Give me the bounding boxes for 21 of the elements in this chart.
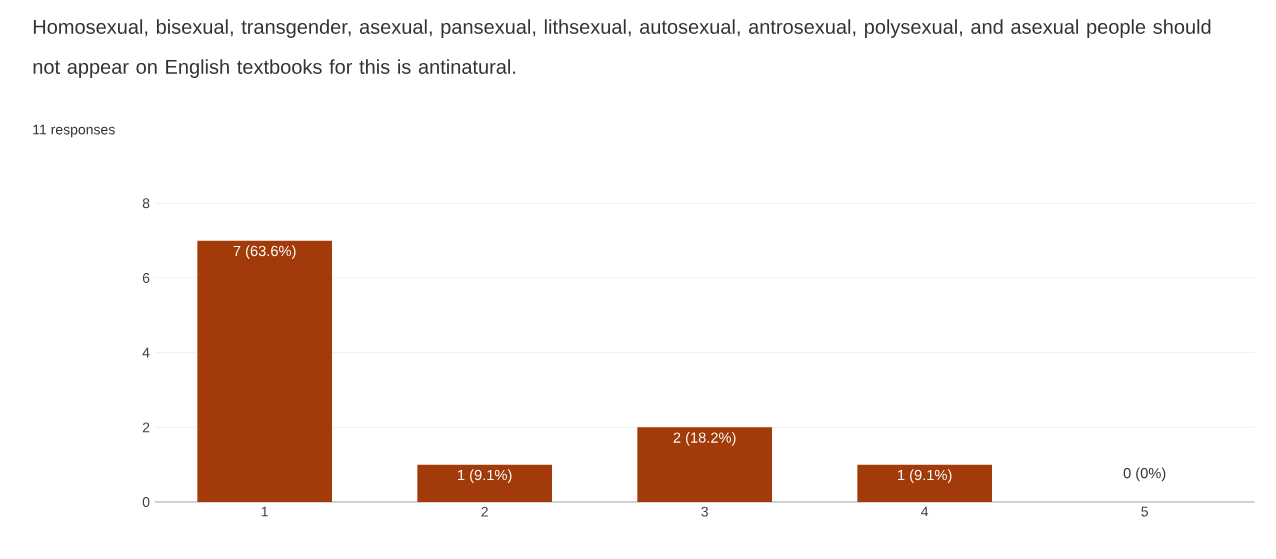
y-tick-label: 8 [142,198,150,209]
x-tick-label: 1 [261,506,268,517]
y-tick-label: 6 [142,273,150,283]
data-label: 7 (63.6%) [233,245,296,260]
data-label: 1 (9.1%) [898,469,952,484]
x-tick-label: 5 [1141,506,1148,517]
chart-subtitle: 11 responses [33,124,115,138]
bar [637,427,773,502]
data-label: 2 (18.2%) [673,432,736,446]
data-label: 0 (0%) [1123,467,1166,482]
y-tick-label: 2 [142,422,150,433]
x-tick-label: 4 [921,506,929,517]
data-label: 1 (9.1%) [458,469,512,484]
chart-title: Homosexual, bisexual, transgender, asexual, pansexual, lithsexual, autosexual, antrosexual, polysexual, and asexual people should not appear on English textbooks for this is antinatural. [33,19,1211,78]
x-tick-label: 2 [481,506,488,517]
bar [857,464,992,502]
y-tick-label: 4 [142,347,150,358]
y-tick-label: 0 [142,497,150,507]
x-tick-label: 3 [701,506,708,517]
bar [197,240,333,502]
bar [417,464,553,502]
